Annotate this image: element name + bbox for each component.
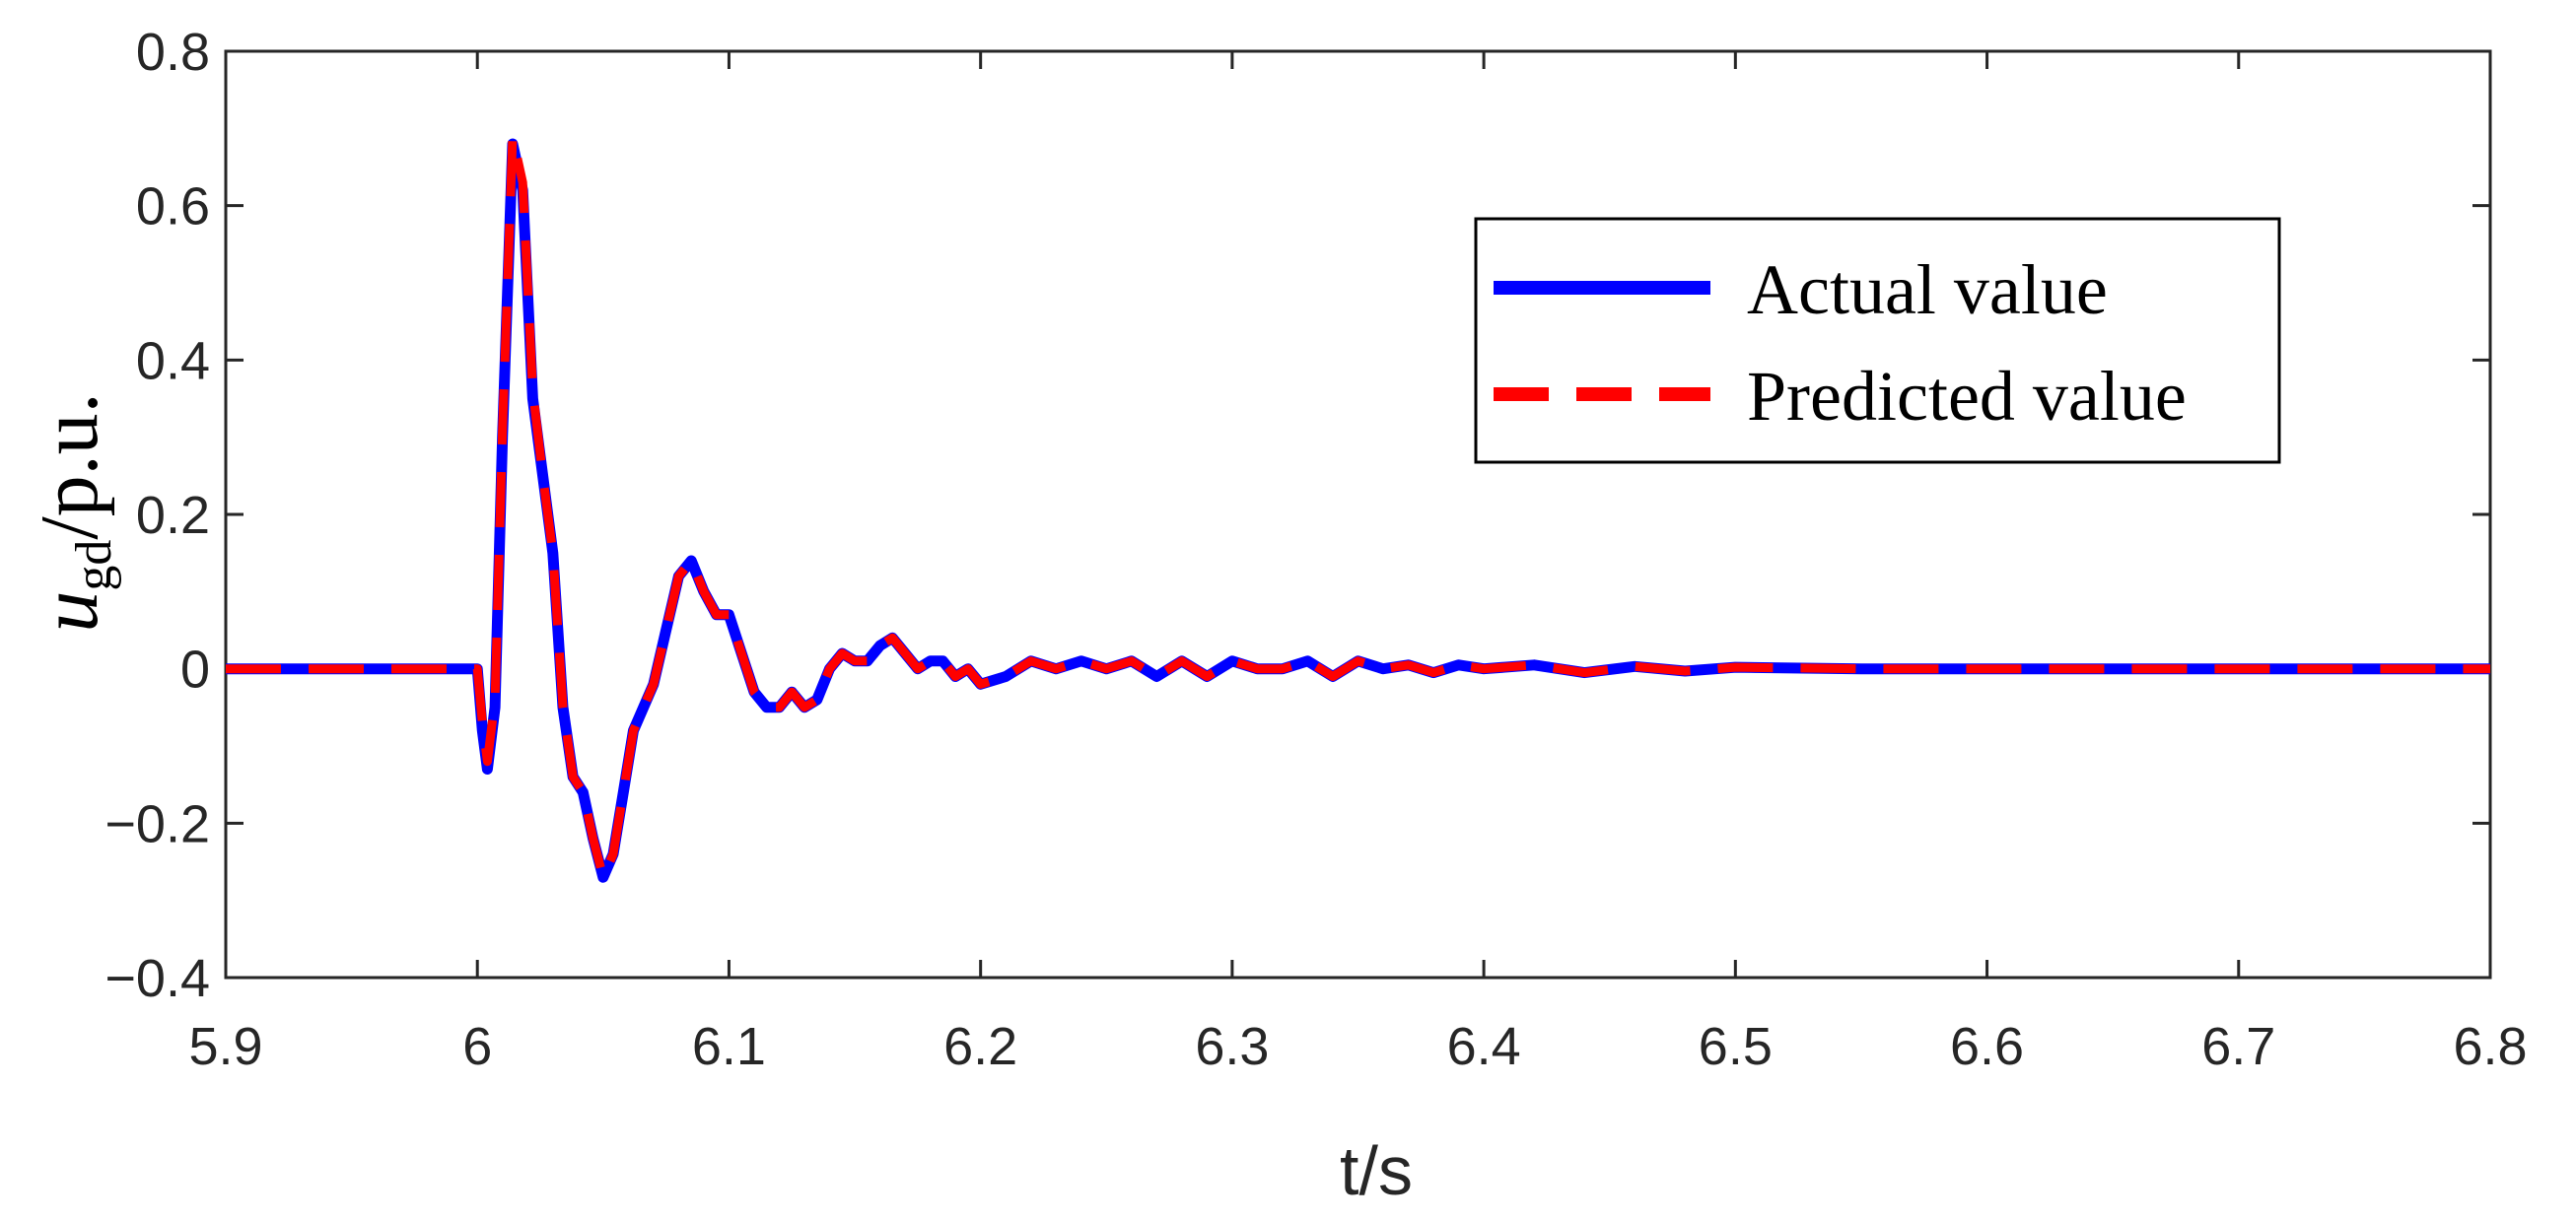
x-tick-label: 5.9: [188, 1017, 262, 1076]
x-tick-label: 6.2: [943, 1017, 1017, 1076]
x-tick-label: 6: [462, 1017, 492, 1076]
x-tick-label: 6.8: [2453, 1017, 2527, 1076]
x-axis-ticks: 5.9 6 6.1 6.2 6.3 6.4 6.5 6.6 6.7 6.8: [188, 51, 2528, 1076]
axes-box: [224, 49, 2492, 980]
legend-actual-label: Actual value: [1747, 250, 2108, 329]
plot-area: 5.9 6 6.1 6.2 6.3 6.4 6.5 6.6 6.7 6.8 −0.4 −0.2 0 0.…: [104, 23, 2527, 1076]
y-tick-label: 0.6: [136, 177, 210, 237]
series-layer: [226, 131, 2490, 883]
x-tick-label: 6.1: [692, 1017, 766, 1076]
y-tick-label: −0.4: [104, 949, 210, 1008]
y-tick-label: 0.2: [136, 486, 210, 545]
y-tick-label: 0: [180, 641, 210, 700]
x-tick-label: 6.3: [1195, 1017, 1269, 1076]
legend-box: [1474, 217, 2281, 464]
y-axis-title-sub: gd: [66, 540, 122, 591]
x-tick-label: 6.6: [1950, 1017, 2024, 1076]
legend-predicted-label: Predicted value: [1747, 357, 2187, 436]
x-tick-label: 6.7: [2201, 1017, 2275, 1076]
x-axis-title: t/s: [1340, 1132, 1413, 1209]
x-tick-label: 6.4: [1447, 1017, 1521, 1076]
legend: Actual value Predicted value: [1474, 217, 2281, 464]
y-axis-title-unit: /p.u.: [24, 392, 115, 539]
y-axis-title: ugd/p.u.: [24, 392, 122, 632]
series-predicted-line: [226, 131, 2490, 882]
y-tick-label: −0.2: [104, 794, 210, 853]
y-tick-label: 0.8: [136, 23, 210, 82]
y-axis-ticks: −0.4 −0.2 0 0.2 0.4 0.6 0.8: [104, 23, 2490, 1008]
y-axis-title-var: u: [24, 591, 115, 633]
y-tick-label: 0.4: [136, 331, 210, 390]
x-tick-label: 6.5: [1699, 1017, 1773, 1076]
